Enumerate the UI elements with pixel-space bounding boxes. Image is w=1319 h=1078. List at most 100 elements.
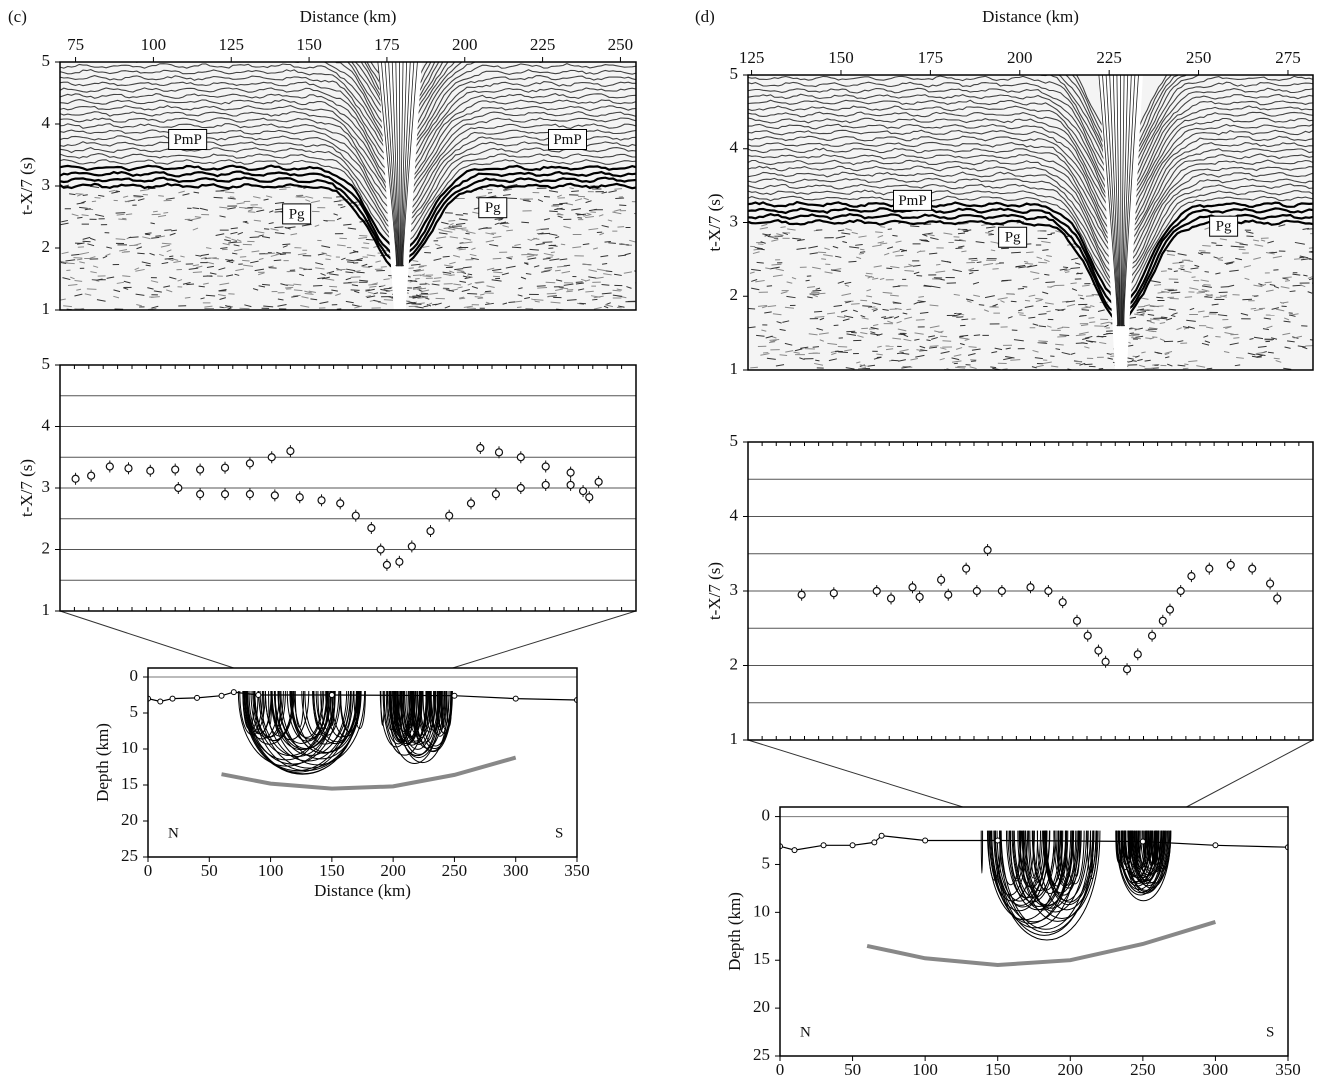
x-tick-label: 100 [141, 35, 167, 54]
noise [1206, 367, 1213, 370]
noise [616, 288, 623, 291]
noise [923, 285, 932, 288]
noise [213, 196, 223, 199]
noise [1045, 281, 1055, 283]
noise [964, 338, 970, 341]
noise [1189, 307, 1195, 311]
y-tick-label: 0 [762, 805, 771, 824]
x-tick-label: 250 [442, 861, 468, 880]
pick [196, 490, 205, 499]
noise [429, 292, 439, 295]
y-tick-label: 3 [730, 211, 739, 230]
noise [895, 254, 904, 257]
noise [1011, 251, 1021, 254]
noise [1297, 345, 1306, 348]
noise [840, 309, 848, 313]
noise [1130, 327, 1139, 331]
noise [235, 268, 245, 272]
noise [365, 288, 371, 291]
noise [891, 359, 899, 362]
x-tick-label: 150 [828, 48, 854, 67]
noise [897, 328, 907, 332]
noise [223, 306, 230, 309]
noise [861, 317, 869, 320]
noise [1262, 328, 1269, 331]
noise [418, 265, 427, 267]
noise [968, 257, 978, 260]
noise [800, 346, 809, 349]
noise [354, 290, 360, 294]
noise [274, 201, 285, 204]
noise [415, 277, 420, 280]
noise [73, 257, 83, 259]
noise [784, 342, 793, 346]
x-tick-label: 275 [1275, 48, 1301, 67]
noise [82, 236, 91, 240]
pick [220, 490, 230, 499]
noise [77, 216, 83, 219]
noise [106, 246, 112, 249]
pick [829, 589, 838, 598]
noise [585, 215, 594, 219]
noise [346, 268, 356, 272]
noise [1042, 249, 1049, 251]
near-offset-trace [384, 62, 399, 267]
noise [514, 243, 521, 247]
noise [227, 307, 232, 310]
noise [1170, 314, 1176, 317]
noise [1080, 324, 1089, 327]
noise [533, 237, 540, 240]
noise [1097, 309, 1105, 312]
noise [192, 271, 203, 274]
noise [279, 188, 287, 191]
noise [209, 272, 217, 275]
pick [1226, 560, 1235, 570]
near-offset-trace [1122, 75, 1132, 327]
wavefront [748, 105, 1313, 207]
x-tick-label: 175 [374, 35, 400, 54]
noise [1253, 308, 1264, 312]
noise [1018, 309, 1023, 312]
noise [623, 271, 632, 274]
noise [1275, 308, 1285, 312]
noise [1292, 273, 1301, 276]
noise [454, 268, 464, 271]
noise [1075, 334, 1086, 337]
near-offset-trace [401, 62, 415, 267]
noise [329, 285, 338, 288]
noise [218, 288, 227, 292]
noise [282, 245, 288, 248]
pick [972, 586, 981, 596]
noise [423, 305, 429, 308]
noise [605, 270, 613, 273]
noise [383, 299, 394, 301]
noise [71, 213, 79, 217]
noise [340, 205, 346, 209]
noise [1259, 284, 1267, 287]
noise [1299, 256, 1305, 259]
noise [976, 261, 982, 264]
pick [516, 453, 525, 462]
ray [422, 690, 436, 733]
x-tick-label: 0 [144, 861, 153, 880]
pick [87, 471, 96, 480]
noise [282, 243, 291, 246]
noise [184, 296, 191, 299]
noise [369, 285, 377, 288]
noise [244, 304, 252, 308]
noise [929, 346, 938, 349]
noise [219, 282, 230, 286]
noise [885, 348, 894, 351]
noise [1149, 318, 1160, 321]
noise [990, 366, 997, 369]
noise [243, 264, 254, 267]
noise [877, 235, 884, 238]
noise [919, 345, 926, 349]
noise [333, 213, 338, 216]
noise [206, 261, 215, 265]
noise [507, 183, 518, 187]
noise [815, 359, 820, 362]
pick [1026, 583, 1035, 592]
noise [851, 331, 857, 334]
noise [239, 307, 250, 310]
